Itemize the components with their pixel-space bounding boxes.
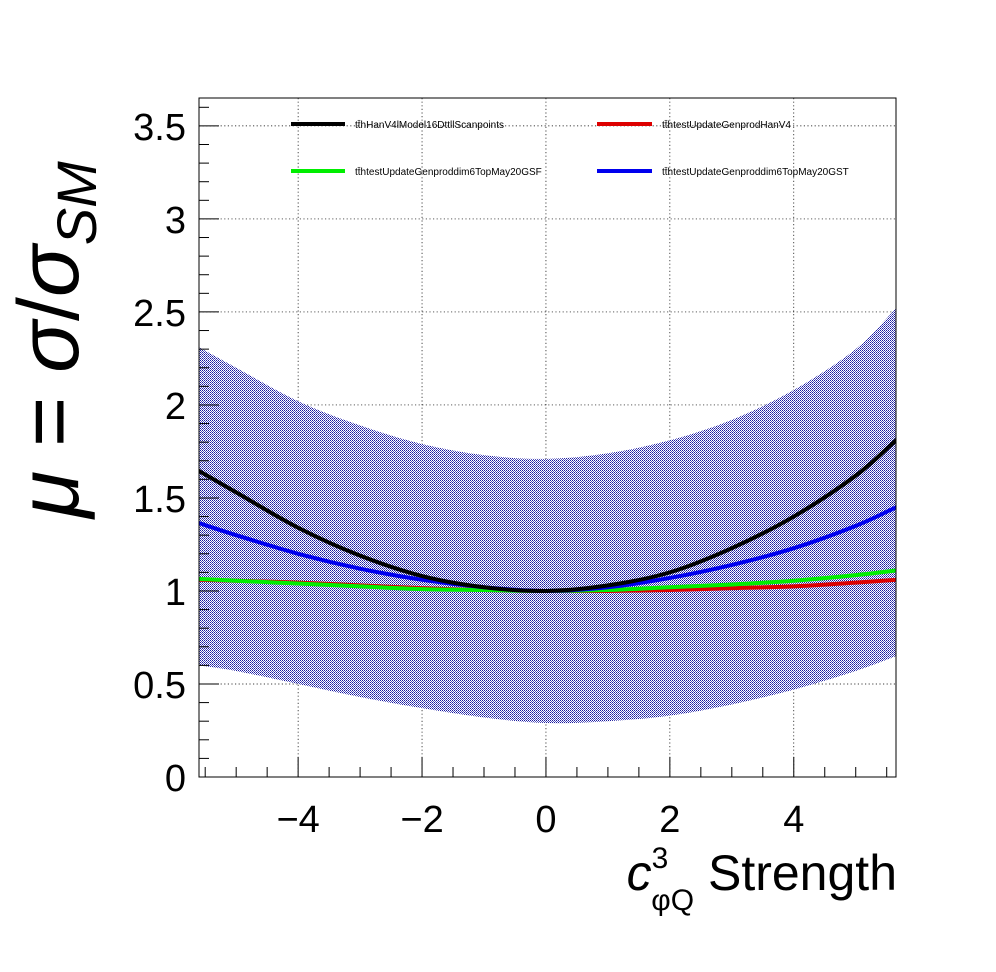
x-tick-label: −4	[276, 799, 319, 841]
y-tick-label: 1	[165, 572, 186, 614]
legend-label: tt̄htestUpdateGenprodHanV4	[662, 119, 791, 131]
legend-label: tt̄hHanV4lModel16DttllScanpoints	[355, 119, 504, 131]
x-tick-label: 2	[659, 799, 680, 841]
uncertainty-bands	[199, 308, 896, 724]
y-tick-label: 1.5	[133, 479, 186, 521]
y-axis-title-equals: =	[1, 373, 97, 471]
y-tick-label: 0	[165, 758, 186, 800]
y-tick-label: 2	[165, 386, 186, 428]
axis-ticks	[199, 106, 888, 778]
y-tick-label: 0.5	[133, 665, 186, 707]
plot-frame	[198, 97, 897, 778]
x-axis-title: c3 φQ Strength	[627, 842, 897, 917]
tick-labels: −4 −2 0 2 4 0 0.5 1 1.5 2 2.5 3 3.5	[133, 107, 804, 841]
y-tick-label: 3	[165, 200, 186, 242]
x-tick-label: −2	[400, 799, 443, 841]
y-axis-title-sigma-sm: σ	[1, 242, 97, 297]
x-axis-title-suffix: Strength	[694, 845, 897, 901]
y-axis-title: μ = σ/σSM	[1, 161, 108, 520]
y-axis-title-slash: /	[1, 297, 97, 321]
legend-label: tt̄htestUpdateGenproddim6TopMay20GSF	[355, 166, 542, 178]
legend: tt̄hHanV4lModel16DttllScanpoints tt̄htest…	[291, 119, 849, 178]
legend-label: tt̄htestUpdateGenproddim6TopMay20GST	[662, 166, 849, 178]
y-tick-label: 2.5	[133, 293, 186, 335]
y-axis-title-sigma: σ	[1, 318, 97, 373]
x-tick-label: 0	[535, 799, 556, 841]
series-lines	[199, 438, 896, 594]
x-axis-title-subscript: φQ	[651, 884, 694, 917]
y-axis-title-mu: μ	[1, 471, 97, 520]
x-tick-label: 4	[783, 799, 804, 841]
y-tick-label: 3.5	[133, 107, 186, 149]
x-axis-title-superscript: 3	[652, 842, 669, 875]
x-axis-title-base: c	[627, 845, 652, 901]
y-axis-title-subscript: SM	[45, 161, 108, 245]
uncertainty-band	[199, 308, 896, 724]
series-line	[199, 438, 896, 594]
